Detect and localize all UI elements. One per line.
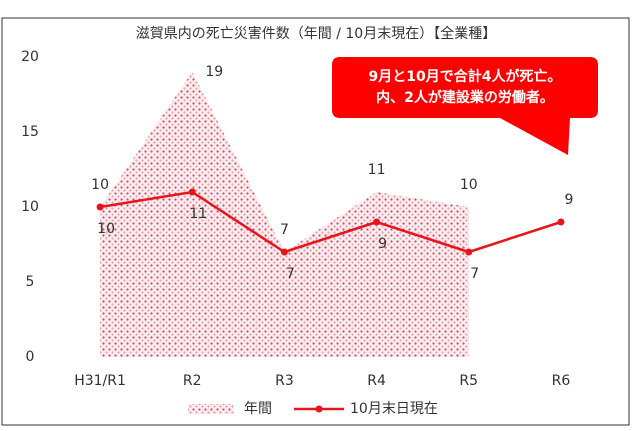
y-tick-label: 0 [26, 349, 35, 365]
x-tick-label: R6 [552, 373, 571, 389]
chart-title: 滋賀県内の死亡災害件数（年間 / 10月末現在）【全業種】 [136, 25, 496, 42]
data-label: 10 [97, 221, 115, 237]
marker [96, 203, 104, 211]
callout-text: 内、2人が建設業の労働者。 [376, 89, 554, 106]
data-label: 11 [368, 162, 386, 178]
marker [557, 218, 565, 226]
line [99, 190, 562, 254]
y-tick-label: 5 [26, 274, 35, 290]
x-tick-label: H31/R1 [74, 373, 126, 389]
x-tick-label: R4 [367, 373, 386, 389]
marker [373, 218, 381, 226]
x-tick-label: R5 [459, 373, 478, 389]
area [100, 72, 469, 357]
data-label: 10 [460, 177, 478, 193]
callout-text: 9月と10月で合計4人が死亡。 [369, 68, 562, 85]
data-label: 19 [205, 64, 223, 80]
legend-marker [315, 405, 323, 413]
legend-swatch [188, 404, 234, 414]
x-tick-label: R2 [183, 373, 202, 389]
y-tick-label: 10 [21, 199, 39, 215]
data-label: 9 [564, 192, 573, 208]
data-label: 7 [280, 222, 289, 238]
x-tick-label: R3 [275, 373, 294, 389]
y-tick-label: 15 [21, 124, 39, 140]
data-label: 10 [91, 177, 109, 193]
data-label: 7 [286, 266, 295, 282]
marker [188, 188, 196, 196]
marker [280, 248, 288, 256]
data-label: 11 [189, 206, 207, 222]
legend-label: 10月末日現在 [350, 401, 438, 417]
legend-label: 年間 [244, 401, 272, 417]
data-label: 7 [470, 266, 479, 282]
y-tick-label: 20 [21, 49, 39, 65]
data-label: 9 [378, 236, 387, 252]
marker [465, 248, 473, 256]
callout [332, 57, 598, 155]
